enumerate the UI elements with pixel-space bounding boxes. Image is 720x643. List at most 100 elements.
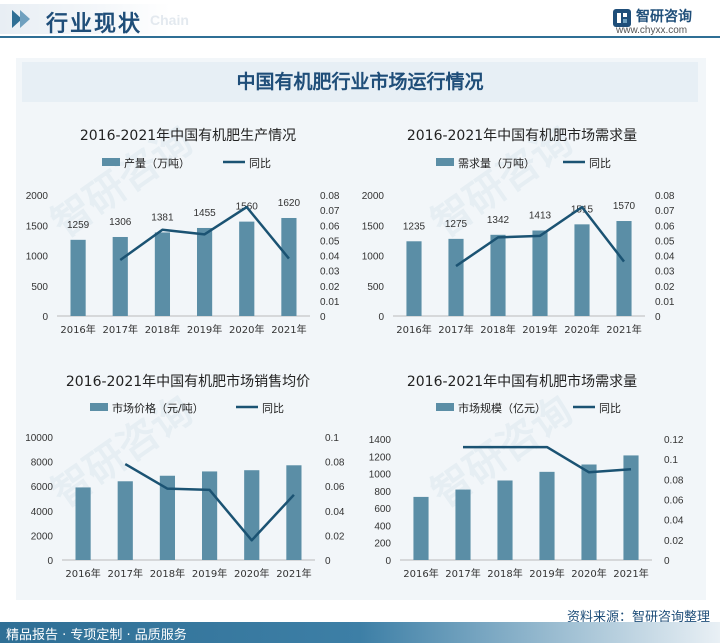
right-axis-tick-label: 0	[655, 312, 661, 323]
right-axis-tick-label: 0.05	[320, 236, 340, 247]
category-label: 2019年	[187, 323, 222, 336]
category-label: 2016年	[65, 567, 100, 580]
right-axis-tick-label: 0.04	[655, 252, 675, 263]
right-axis-tick-label: 0.03	[655, 267, 675, 278]
bar	[532, 230, 548, 316]
main-title: 中国有机肥行业市场运行情况	[22, 62, 698, 102]
legend-swatch-bar	[90, 403, 108, 411]
bar-value-label: 1342	[487, 215, 510, 226]
bar-value-label: 1381	[151, 212, 174, 223]
legend-label-line: 同比	[262, 402, 284, 415]
chart-title: 2016-2021年中国有机肥市场销售均价	[66, 373, 310, 390]
bar	[281, 217, 297, 316]
right-axis-tick-label: 0.07	[655, 206, 675, 217]
right-axis-tick-label: 0.07	[320, 206, 340, 217]
bar	[244, 470, 260, 560]
right-axis-tick-label: 0.02	[655, 282, 675, 293]
header-divider	[0, 36, 720, 38]
bar	[448, 238, 464, 316]
legend-label-bar: 需求量（万吨）	[458, 157, 535, 170]
left-axis-tick-label: 0	[378, 312, 384, 323]
right-axis-tick-label: 0.02	[320, 282, 340, 293]
bar-value-label: 1620	[278, 198, 301, 209]
bar-value-label: 1455	[193, 208, 216, 219]
bar-value-label: 1235	[403, 221, 426, 232]
left-axis-tick-label: 600	[374, 504, 391, 515]
left-axis-tick-label: 1000	[369, 470, 392, 481]
bar	[623, 455, 639, 560]
right-axis-tick-label: 0.08	[664, 475, 684, 486]
brand-url: www.chyxx.com	[616, 25, 688, 36]
left-axis-tick-label: 8000	[31, 458, 54, 469]
bar	[413, 496, 429, 560]
right-axis-tick-label: 0.06	[325, 482, 345, 493]
bar	[201, 471, 218, 560]
category-label: 2018年	[487, 567, 522, 580]
right-axis-tick-label: 0	[664, 556, 670, 567]
legend-label-line: 同比	[589, 157, 611, 170]
chevron-right-icon	[12, 10, 30, 28]
bar	[539, 471, 555, 560]
bar	[497, 480, 513, 560]
category-label: 2016年	[403, 567, 438, 580]
bar	[455, 489, 471, 560]
left-axis-tick-label: 1500	[26, 221, 49, 232]
category-label: 2021年	[613, 567, 648, 580]
data-source: 资料来源：智研咨询整理	[566, 610, 710, 625]
category-label: 2016年	[396, 323, 431, 336]
bar-value-label: 1306	[109, 217, 132, 228]
footer-band	[0, 622, 720, 643]
right-axis-tick-label: 0.12	[664, 435, 684, 446]
legend-label-line: 同比	[599, 402, 621, 415]
right-axis-tick-label: 0	[325, 556, 331, 567]
left-axis-tick-label: 200	[374, 539, 391, 550]
right-axis-tick-label: 0.08	[655, 191, 675, 202]
legend-swatch-bar	[102, 158, 120, 166]
header-title: 行业现状	[46, 12, 143, 37]
right-axis-tick-label: 0.08	[320, 191, 340, 202]
legend-label-bar: 产量（万吨）	[124, 156, 190, 170]
left-axis-tick-label: 500	[367, 282, 384, 293]
bar	[154, 232, 171, 316]
category-label: 2017年	[108, 567, 143, 580]
right-axis-tick-label: 0.08	[325, 458, 345, 469]
bar	[574, 224, 590, 316]
bar	[490, 234, 506, 316]
right-axis-tick-label: 0.1	[325, 433, 339, 444]
right-axis-tick-label: 0.02	[325, 531, 345, 542]
bar-value-label: 1275	[445, 219, 468, 230]
right-axis-tick-label: 0.03	[320, 267, 340, 278]
category-label: 2018年	[480, 323, 515, 336]
bar-value-label: 1570	[613, 201, 636, 212]
line-series	[463, 445, 632, 474]
bar-value-label: 1259	[67, 220, 90, 231]
left-axis-tick-label: 0	[42, 312, 48, 323]
bar	[159, 475, 176, 560]
left-axis-tick-label: 500	[31, 282, 48, 293]
category-label: 2017年	[103, 323, 138, 336]
chart-title: 2016-2021年中国有机肥市场需求量	[407, 373, 637, 390]
bar	[581, 464, 597, 560]
left-axis-tick-label: 1500	[362, 221, 385, 232]
bar-value-label: 1413	[529, 211, 552, 222]
category-label: 2018年	[150, 567, 185, 580]
right-axis-tick-label: 0	[320, 312, 326, 323]
right-axis-tick-label: 0.04	[325, 507, 345, 518]
legend-label-bar: 市场价格（元/吨）	[112, 401, 204, 415]
category-label: 2018年	[145, 323, 180, 336]
category-label: 2021年	[606, 323, 641, 336]
right-axis-tick-label: 0.06	[655, 221, 675, 232]
category-label: 2019年	[529, 567, 564, 580]
left-axis-tick-label: 0	[47, 556, 53, 567]
brand: 智研咨询 www.chyxx.com	[612, 6, 712, 36]
category-label: 2019年	[192, 567, 227, 580]
right-axis-tick-label: 0.06	[664, 496, 684, 507]
bar	[70, 239, 86, 316]
legend-label-line: 同比	[249, 157, 271, 170]
page-footer: 资料来源：智研咨询整理 精品报告 · 专项定制 · 品质服务	[0, 604, 720, 643]
bar	[239, 221, 255, 316]
left-axis-tick-label: 6000	[31, 482, 54, 493]
category-label: 2019年	[522, 323, 557, 336]
brand-name: 智研咨询	[636, 9, 692, 25]
